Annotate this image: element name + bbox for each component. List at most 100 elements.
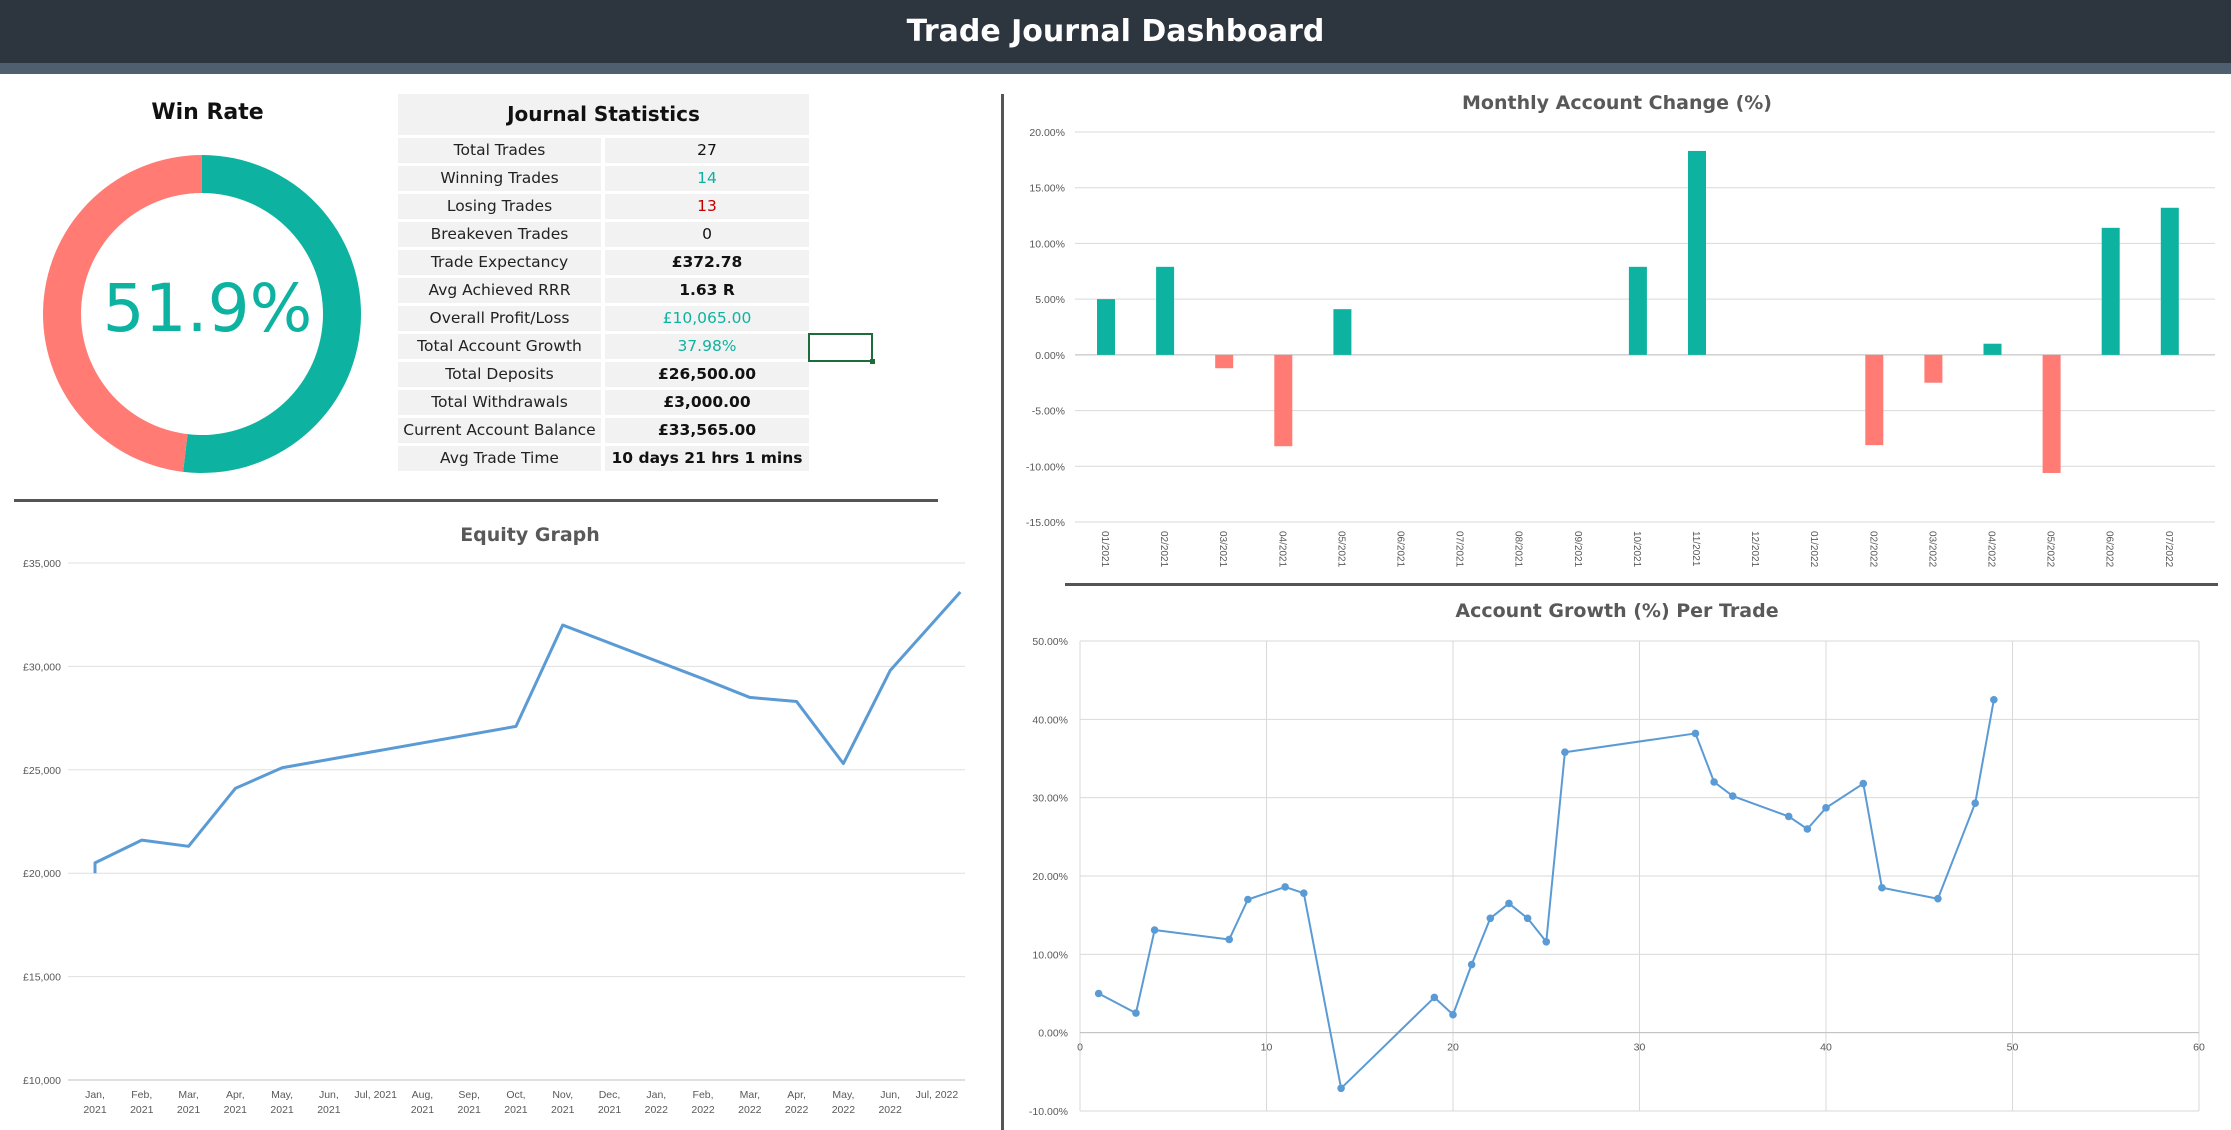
stat-label: Total Account Growth (398, 334, 601, 359)
monthly-bar (1865, 354, 1884, 446)
equity-x-tick-year: 2021 (270, 1104, 294, 1116)
equity-x-tick-year: 2021 (598, 1104, 622, 1116)
stat-label: Breakeven Trades (398, 222, 601, 247)
stat-row: Avg Achieved RRR 1.63 R (398, 278, 809, 303)
stat-row: Current Account Balance £33,565.00 (398, 418, 809, 443)
monthly-bar (1215, 354, 1234, 369)
growth-point (1132, 1009, 1140, 1017)
monthly-x-tick: 07/2021 (1454, 531, 1465, 568)
equity-x-tick-year: 2022 (738, 1104, 762, 1116)
equity-x-tick-year: 2021 (83, 1104, 107, 1116)
growth-y-tick: 40.00% (1032, 714, 1068, 726)
monthly-x-tick: 06/2021 (1395, 531, 1406, 568)
equity-x-tick: Jun, (319, 1089, 339, 1101)
stat-value: £3,000.00 (605, 390, 809, 415)
selected-cell[interactable] (808, 333, 873, 362)
growth-point (1691, 729, 1700, 738)
stat-row: Total Trades 27 (398, 138, 809, 163)
equity-x-tick-year: 2021 (551, 1104, 575, 1116)
monthly-x-tick: 03/2022 (1926, 531, 1937, 568)
equity-x-tick: Jul, 2021 (354, 1089, 397, 1101)
growth-point (1150, 926, 1159, 934)
equity-x-tick-year: 2022 (691, 1104, 715, 1116)
win-rate-percent: 51.9% (102, 270, 313, 347)
growth-y-tick: 10.00% (1032, 949, 1068, 961)
monthly-x-tick: 10/2021 (1631, 531, 1642, 568)
monthly-x-tick: 11/2021 (1690, 531, 1701, 567)
growth-point (1523, 914, 1532, 923)
equity-graph-title: Equity Graph (460, 524, 600, 546)
growth-x-tick: 50 (2007, 1042, 2019, 1054)
monthly-y-tick: -10.00% (1026, 461, 1065, 473)
growth-x-tick: 30 (1634, 1042, 1646, 1054)
monthly-x-tick: 03/2021 (1217, 531, 1228, 568)
stat-label: Total Deposits (398, 362, 601, 387)
monthly-x-tick: 01/2021 (1099, 531, 1110, 568)
vertical-divider (1001, 94, 1004, 1130)
dashboard-header: Trade Journal Dashboard (0, 0, 2231, 63)
growth-point (1467, 960, 1476, 969)
monthly-y-tick: 10.00% (1029, 238, 1065, 250)
growth-x-tick: 40 (1820, 1042, 1832, 1054)
equity-x-tick: Mar, (740, 1089, 760, 1101)
growth-point (1728, 792, 1737, 800)
growth-point (1934, 894, 1942, 903)
win-slice (183, 155, 362, 473)
growth-point (1710, 778, 1718, 786)
equity-x-tick-year: 2021 (224, 1104, 248, 1116)
fill-handle[interactable] (870, 359, 875, 364)
stat-label: Total Trades (398, 138, 601, 163)
equity-x-tick: May, (832, 1089, 854, 1101)
equity-x-tick: Apr, (787, 1089, 806, 1101)
monthly-bar (2101, 227, 2120, 355)
equity-x-tick-year: 2022 (645, 1104, 669, 1116)
stat-label: Losing Trades (398, 194, 601, 219)
monthly-x-tick: 08/2021 (1513, 531, 1524, 568)
header-stripe (0, 63, 2231, 74)
growth-x-tick: 10 (1261, 1042, 1273, 1054)
monthly-bar (1097, 299, 1115, 355)
stat-label: Current Account Balance (398, 418, 601, 443)
equity-x-tick: May, (271, 1089, 293, 1101)
growth-point (1878, 883, 1886, 892)
stat-label: Avg Trade Time (398, 446, 601, 471)
stat-row: Winning Trades 14 (398, 166, 809, 191)
stat-label: Total Withdrawals (398, 390, 601, 415)
journal-statistics-title: Journal Statistics (398, 94, 809, 135)
growth-x-tick: 0 (1077, 1042, 1083, 1054)
equity-y-tick: £20,000 (23, 868, 61, 880)
equity-x-tick: Jan, (85, 1089, 105, 1101)
equity-x-tick: Apr, (226, 1089, 245, 1101)
stat-value: 1.63 R (605, 278, 809, 303)
stat-row: Overall Profit/Loss £10,065.00 (398, 306, 809, 331)
growth-point (1822, 804, 1830, 812)
monthly-x-tick: 02/2021 (1158, 531, 1169, 568)
equity-x-tick-year: 2021 (504, 1104, 528, 1116)
monthly-x-tick: 02/2022 (1867, 531, 1878, 568)
growth-point (1094, 989, 1103, 998)
growth-y-tick: 50.00% (1032, 636, 1068, 648)
growth-y-tick: 30.00% (1032, 793, 1068, 805)
monthly-bar (2042, 354, 2061, 473)
stat-value: 0 (605, 222, 809, 247)
stat-row: Total Withdrawals £3,000.00 (398, 390, 809, 415)
journal-statistics-table: Journal Statistics Total Trades 27 Winning… (398, 94, 809, 474)
monthly-bar (2160, 207, 2179, 355)
stat-row: Avg Trade Time 10 days 21 hrs 1 mins (398, 446, 809, 471)
equity-x-tick: Jun, (880, 1089, 900, 1101)
growth-point (1990, 695, 1998, 704)
growth-point (1486, 914, 1495, 923)
monthly-x-tick: 07/2022 (2163, 531, 2174, 568)
equity-x-tick: Mar, (178, 1089, 198, 1101)
stat-row: Total Deposits £26,500.00 (398, 362, 809, 387)
stat-value: 27 (605, 138, 809, 163)
equity-x-tick: Feb, (693, 1089, 714, 1101)
monthly-x-tick: 06/2022 (2104, 531, 2115, 568)
growth-chart-title: Account Growth (%) Per Trade (1455, 600, 1779, 622)
growth-point (1300, 889, 1308, 898)
stat-row: Total Account Growth 37.98% (398, 334, 809, 359)
equity-x-tick: Oct, (506, 1089, 525, 1101)
growth-point (1449, 1010, 1457, 1019)
